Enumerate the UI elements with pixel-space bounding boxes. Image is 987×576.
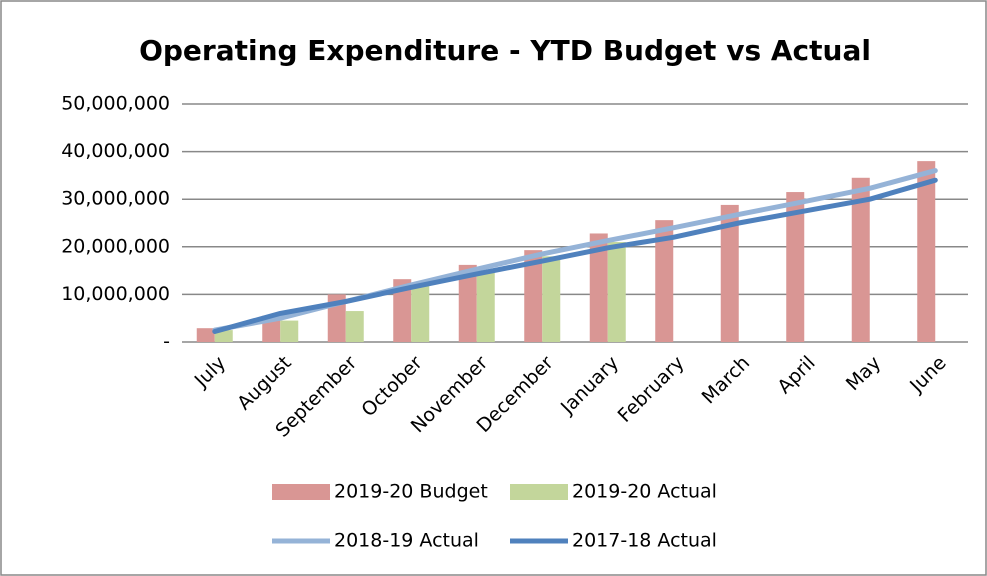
bar bbox=[214, 330, 233, 342]
bar bbox=[917, 161, 936, 342]
legend-swatch bbox=[272, 484, 330, 500]
bar bbox=[655, 220, 674, 342]
legend-label: 2019-20 Budget bbox=[334, 481, 488, 503]
bar bbox=[411, 284, 430, 342]
legend-label: 2019-20 Actual bbox=[572, 481, 717, 503]
chart-title: Operating Expenditure - YTD Budget vs Ac… bbox=[139, 34, 871, 67]
bar bbox=[720, 204, 739, 342]
bar bbox=[607, 242, 626, 342]
y-tick-label: 50,000,000 bbox=[61, 93, 170, 115]
bar bbox=[345, 311, 364, 342]
bar bbox=[196, 328, 215, 342]
legend-label: 2018-19 Actual bbox=[334, 530, 479, 552]
bar bbox=[280, 320, 299, 342]
line bbox=[212, 177, 938, 334]
bar bbox=[542, 256, 561, 342]
bar bbox=[851, 177, 870, 342]
y-tick-label: 20,000,000 bbox=[61, 235, 170, 257]
y-tick-label: 40,000,000 bbox=[61, 140, 170, 162]
bar bbox=[589, 233, 608, 342]
bar bbox=[476, 272, 495, 342]
y-tick-label: - bbox=[163, 331, 170, 353]
bar bbox=[393, 279, 412, 342]
bar bbox=[786, 192, 805, 342]
bar bbox=[524, 250, 543, 342]
bar bbox=[458, 264, 477, 342]
legend-swatch bbox=[510, 484, 568, 500]
legend-label: 2017-18 Actual bbox=[572, 530, 717, 552]
y-tick-label: 30,000,000 bbox=[61, 188, 170, 210]
y-tick-label: 10,000,000 bbox=[61, 283, 170, 305]
